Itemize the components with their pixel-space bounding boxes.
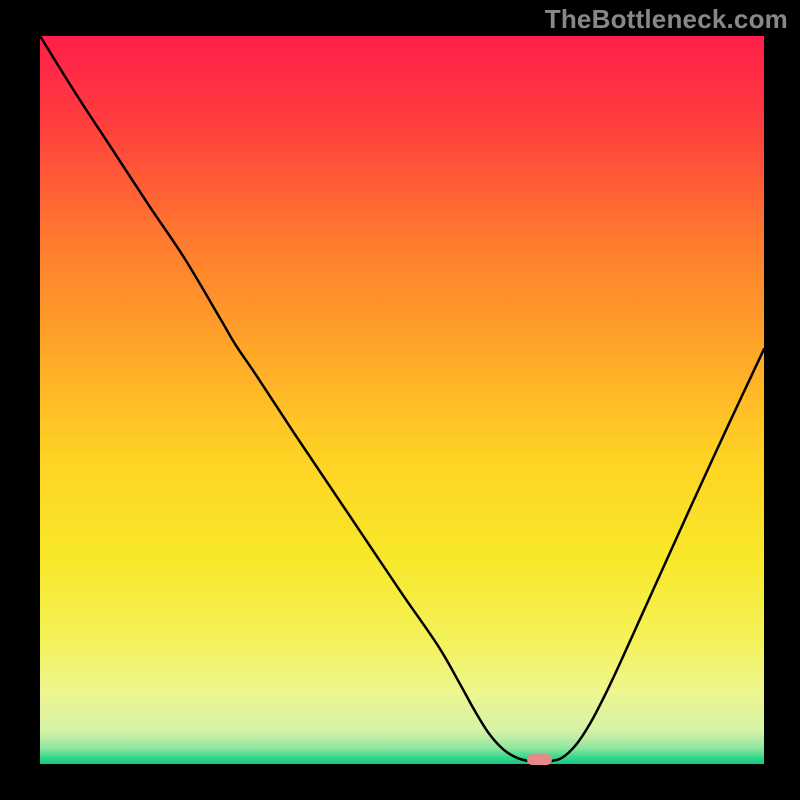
optimum-marker [527,754,552,766]
chart-container: { "watermark": { "text": "TheBottleneck.… [0,0,800,800]
bottleneck-curve [0,0,800,800]
